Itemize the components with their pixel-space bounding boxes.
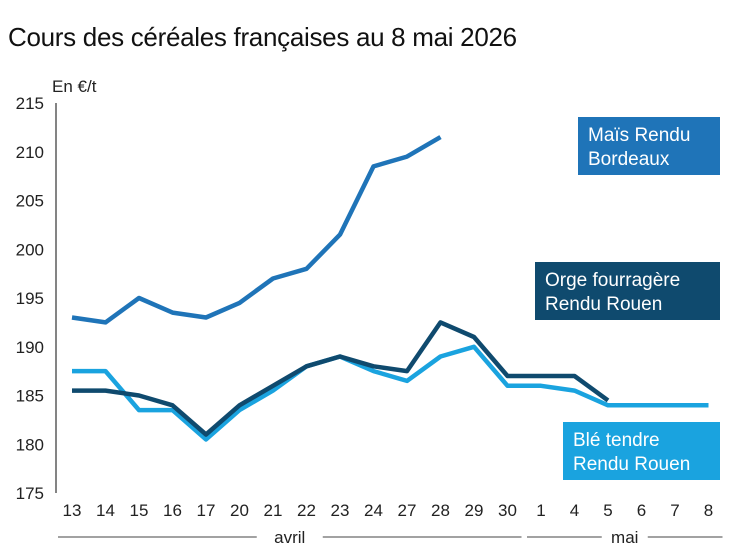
series-line-mais bbox=[71, 135, 442, 325]
x-tick-label: 20 bbox=[230, 501, 249, 520]
month-label: avril bbox=[274, 528, 305, 547]
month-label: mai bbox=[611, 528, 638, 547]
series-label-mais: Maïs Rendu Bordeaux bbox=[578, 117, 720, 175]
series-label-ble: Blé tendre Rendu Rouen bbox=[563, 422, 720, 480]
x-tick-label: 30 bbox=[498, 501, 517, 520]
x-tick-label: 14 bbox=[96, 501, 115, 520]
x-tick-label: 23 bbox=[331, 501, 350, 520]
month-labels: avril mai bbox=[58, 528, 723, 547]
series-label-box bbox=[578, 117, 720, 175]
x-axis-ticks: 13 14 15 16 17 20 21 22 23 24 27 28 29 30 1 4 5 6 7 8 bbox=[63, 501, 714, 520]
series-lines bbox=[71, 135, 709, 442]
y-axis-ticks: 175 180 185 190 195 200 205 210 215 bbox=[16, 94, 44, 503]
x-tick-label: 6 bbox=[637, 501, 646, 520]
y-tick-label: 180 bbox=[16, 435, 44, 454]
x-tick-label: 16 bbox=[163, 501, 182, 520]
y-tick-label: 190 bbox=[16, 338, 44, 357]
series-label-orge: Orge fourragère Rendu Rouen bbox=[535, 262, 720, 320]
x-tick-label: 5 bbox=[603, 501, 612, 520]
x-tick-label: 28 bbox=[431, 501, 450, 520]
y-tick-label: 185 bbox=[16, 387, 44, 406]
series-label-text: Bordeaux bbox=[588, 149, 670, 170]
x-tick-label: 15 bbox=[130, 501, 149, 520]
series-label-box bbox=[563, 422, 720, 480]
x-tick-label: 27 bbox=[398, 501, 417, 520]
series-label-box bbox=[535, 262, 720, 320]
y-axis-unit-label: En €/t bbox=[52, 77, 97, 96]
y-tick-label: 200 bbox=[16, 240, 44, 259]
y-tick-label: 210 bbox=[16, 143, 44, 162]
x-tick-label: 1 bbox=[536, 501, 545, 520]
x-tick-label: 29 bbox=[465, 501, 484, 520]
x-tick-label: 21 bbox=[264, 501, 283, 520]
x-tick-label: 24 bbox=[364, 501, 383, 520]
x-tick-label: 13 bbox=[63, 501, 82, 520]
series-label-text: Rendu Rouen bbox=[545, 294, 662, 315]
series-labels: Maïs Rendu Bordeaux Orge fourragère Rendu R… bbox=[535, 117, 720, 480]
series-line-ble bbox=[72, 344, 709, 442]
y-tick-label: 205 bbox=[16, 192, 44, 211]
x-tick-label: 8 bbox=[704, 501, 713, 520]
x-tick-label: 17 bbox=[197, 501, 216, 520]
x-tick-label: 7 bbox=[670, 501, 679, 520]
y-tick-label: 195 bbox=[16, 289, 44, 308]
series-label-text: Blé tendre bbox=[573, 430, 660, 451]
x-tick-label: 22 bbox=[297, 501, 316, 520]
series-label-text: Orge fourragère bbox=[545, 270, 680, 291]
y-tick-label: 175 bbox=[16, 484, 44, 503]
series-line-orge bbox=[72, 320, 610, 437]
series-label-text: Rendu Rouen bbox=[573, 454, 690, 475]
y-tick-label: 215 bbox=[16, 94, 44, 113]
x-tick-label: 4 bbox=[570, 501, 579, 520]
series-label-text: Maïs Rendu bbox=[588, 125, 690, 146]
chart-title: Cours des céréales françaises au 8 mai 2… bbox=[8, 22, 517, 52]
